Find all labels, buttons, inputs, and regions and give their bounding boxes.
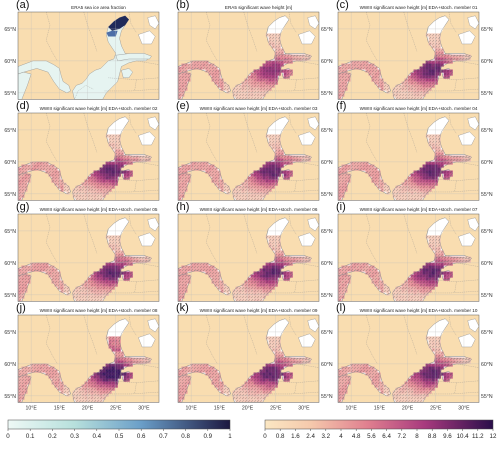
panel-title: WWIII significant wave height [m] EDA+st… [40, 106, 158, 111]
lat-label: 60°N [4, 160, 16, 166]
panel-letter: (h) [176, 201, 189, 213]
panel-letter: (f) [336, 100, 346, 112]
panel-letter: (e) [176, 100, 189, 112]
map-panel: (d) WWIII significant wave height [m] EDA… [4, 100, 159, 201]
lat-label: 55°N [321, 192, 333, 198]
lat-label: 60°N [321, 59, 333, 65]
panel-title: WWIII significant wave height [m] EDA+st… [200, 207, 318, 212]
panel-letter: (a) [16, 0, 29, 11]
lat-label: 60°N [321, 160, 333, 166]
panels-layer: (a) ERA5 sea ice area fraction 65°N 60°N 55°… [4, 0, 492, 411]
map-panel: (j) WWIII significant wave height [m] EDA… [4, 302, 159, 411]
lat-label: 65°N [481, 128, 493, 134]
panel-letter: (c) [336, 0, 349, 11]
lat-label: 65°N [481, 27, 493, 33]
map-panel: (h) WWIII significant wave height [m] EDA… [176, 201, 333, 302]
lat-label: 55°N [481, 192, 493, 198]
lat-label: 55°N [481, 91, 493, 97]
map-panel: (b) ERA5 significant wave height [m] 65°N 6… [176, 0, 333, 100]
lat-label: 65°N [321, 229, 333, 235]
panel-title: WWIII significant wave height [m] EDA+st… [360, 5, 478, 10]
panel-title: ERA5 sea ice area fraction [71, 5, 126, 10]
lat-label: 55°N [321, 91, 333, 97]
panel-title: WWIII significant wave height [m] EDA+st… [40, 308, 158, 313]
panel-letter: (g) [16, 201, 29, 213]
panel-title: WWIII significant wave height [m] EDA+st… [40, 207, 158, 212]
lat-label: 60°N [481, 160, 493, 166]
panel-title: WWIII significant wave height [m] EDA+st… [360, 106, 478, 111]
lat-label: 65°N [4, 27, 16, 33]
lat-label: 60°N [481, 261, 493, 267]
lat-label: 65°N [4, 128, 16, 134]
panel-letter: (b) [176, 0, 189, 11]
lat-label: 65°N [321, 128, 333, 134]
panel-letter: (d) [16, 100, 29, 112]
lat-label: 65°N [321, 27, 333, 33]
panel-letter: (i) [336, 201, 346, 213]
lat-label: 60°N [4, 261, 16, 267]
lat-label: 65°N [4, 229, 16, 235]
map-panel: (e) WWIII significant wave height [m] EDA… [176, 100, 333, 201]
lat-label: 55°N [4, 293, 16, 299]
lat-label: 60°N [4, 59, 16, 65]
lat-label: 55°N [321, 293, 333, 299]
panel-letter: (j) [16, 302, 26, 314]
map-panel: (f) WWIII significant wave height [m] EDA… [336, 100, 493, 201]
lat-label: 60°N [481, 59, 493, 65]
lat-label: 60°N [321, 261, 333, 267]
panel-title: WWIII significant wave height [m] EDA+st… [360, 207, 478, 212]
lat-label: 55°N [4, 91, 16, 97]
map-panel: (g) WWIII significant wave height [m] EDA… [4, 201, 159, 302]
panel-title: WWIII significant wave height [m] EDA+st… [200, 106, 318, 111]
lat-label: 55°N [4, 192, 16, 198]
map-panel: (a) ERA5 sea ice area fraction 65°N 60°N 55°… [4, 0, 159, 99]
map-panel: (c) WWIII significant wave height [m] EDA… [336, 0, 493, 100]
lat-label: 55°N [481, 293, 493, 299]
panel-title: ERA5 significant wave height [m] [225, 5, 292, 10]
lat-label: 65°N [481, 229, 493, 235]
map-panel: (i) WWIII significant wave height [m] EDA… [336, 201, 493, 302]
